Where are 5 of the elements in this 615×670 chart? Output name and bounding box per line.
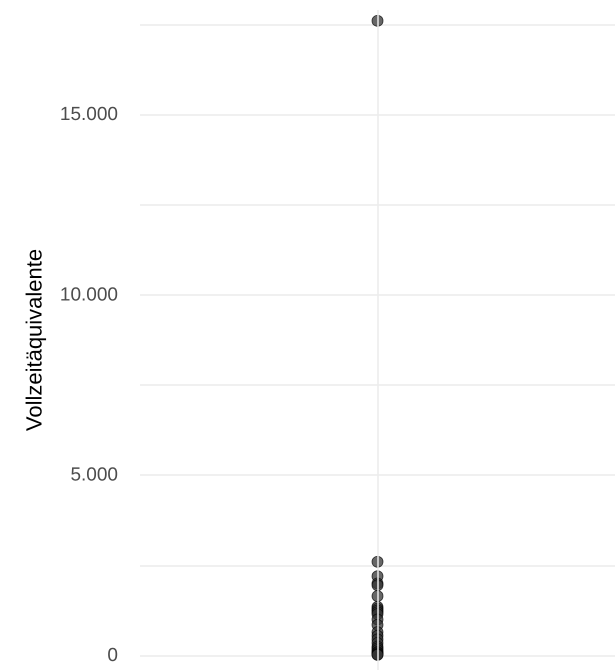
y-tick-label: 15.000 [60,104,118,126]
y-tick-label: 10.000 [60,284,118,306]
y-tick-label: 0 [107,645,118,666]
y-tick-label: 5.000 [70,464,118,486]
y-axis-title: Vollzeitäquivalente [22,248,46,432]
